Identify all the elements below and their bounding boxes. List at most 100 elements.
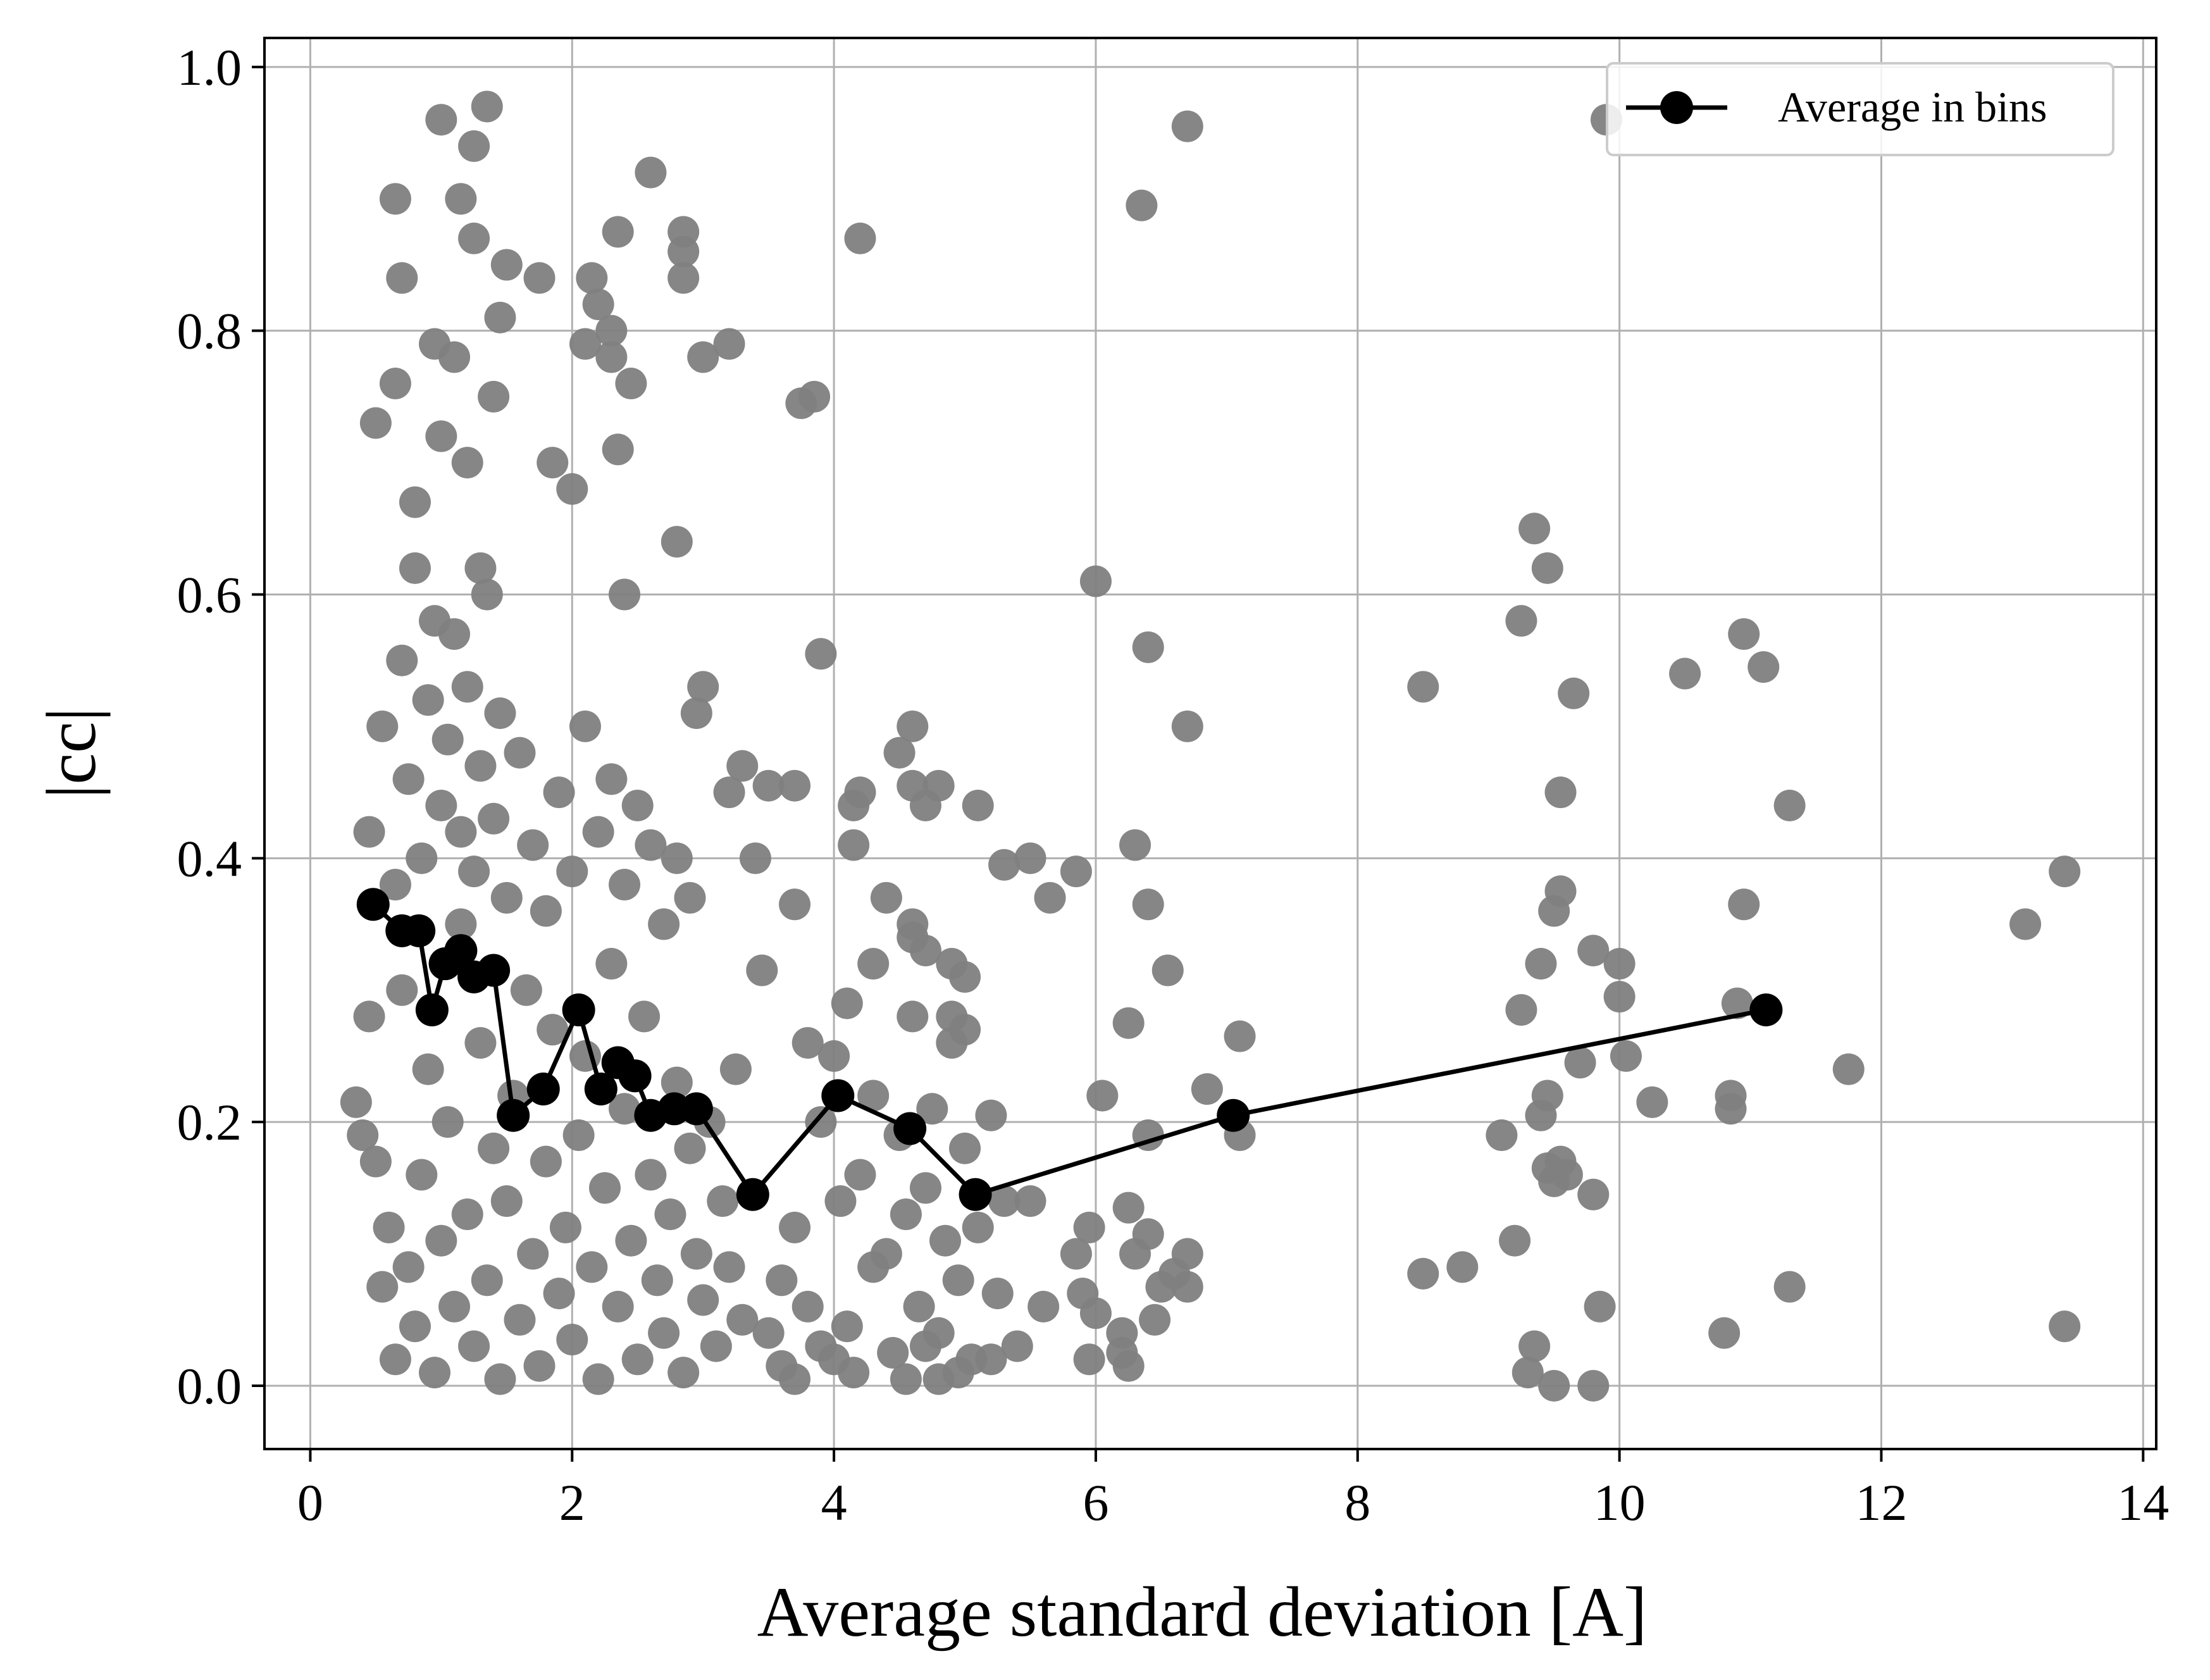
scatter-point	[379, 1343, 411, 1376]
scatter-point	[962, 789, 994, 821]
scatter-point	[1132, 888, 1164, 921]
y-tick-label: 0.8	[177, 302, 242, 360]
scatter-point	[595, 341, 628, 373]
scatter-point	[713, 328, 745, 360]
scatter-point	[353, 816, 385, 848]
scatter-point	[635, 1159, 667, 1191]
scatter-point	[962, 1211, 994, 1243]
scatter-point	[824, 1185, 857, 1217]
average-point	[821, 1079, 855, 1112]
scatter-point	[406, 842, 438, 874]
scatter-point	[746, 954, 778, 986]
scatter-point	[569, 328, 601, 360]
scatter-point	[1728, 888, 1760, 921]
scatter-point	[897, 1000, 929, 1033]
scatter-point	[418, 1357, 450, 1389]
average-point	[893, 1112, 927, 1145]
y-axis-title: |cc|	[32, 707, 111, 799]
scatter-point	[471, 90, 503, 123]
scatter-point	[687, 671, 719, 703]
scatter-point	[478, 802, 510, 835]
scatter-point	[458, 130, 490, 162]
scatter-point	[936, 1000, 968, 1033]
scatter-point	[942, 1264, 974, 1297]
scatter-point	[667, 235, 700, 268]
scatter-point	[1407, 671, 1439, 703]
scatter-point	[582, 288, 614, 320]
average-point	[415, 993, 449, 1026]
scatter-point	[831, 987, 863, 1019]
scatter-point	[451, 1198, 483, 1231]
scatter-point	[667, 262, 700, 294]
scatter-point	[399, 552, 431, 584]
scatter-point	[609, 869, 641, 900]
scatter-point	[478, 380, 510, 413]
scatter-point	[484, 697, 516, 730]
scatter-point	[1079, 1297, 1112, 1329]
scatter-point	[366, 710, 399, 742]
scatter-point	[1073, 1211, 1105, 1243]
scatter-point	[654, 1198, 686, 1231]
scatter-point	[1773, 1271, 1806, 1303]
scatter-point	[1558, 677, 1590, 709]
y-axis-ticks: 0.0 0.2 0.4 0.6 0.8 1.0	[177, 39, 264, 1415]
scatter-point	[1034, 881, 1066, 914]
scatter-point	[425, 420, 457, 452]
scatter-point	[1603, 981, 1636, 1013]
scatter-point	[609, 1093, 641, 1125]
plot-frame	[263, 37, 2157, 1450]
scatter-point	[798, 380, 831, 413]
scatter-point	[1505, 605, 1537, 637]
scatter-point	[517, 1238, 549, 1270]
scatter-point	[1139, 1304, 1171, 1336]
scatter-point	[719, 1053, 752, 1085]
scatter-point	[1001, 1330, 1033, 1362]
x-tick-label: 12	[1855, 1474, 1907, 1531]
scatter-point	[890, 1363, 922, 1395]
scatter-point	[792, 1290, 824, 1322]
scatter-point	[478, 1132, 510, 1164]
scatter-point	[1060, 856, 1092, 888]
scatter-point	[844, 776, 876, 809]
scatter-point	[1538, 1369, 1570, 1402]
x-tick-label: 4	[821, 1474, 847, 1531]
scatter-point	[386, 644, 418, 676]
scatter-point	[562, 1119, 595, 1151]
scatter-point	[916, 1093, 948, 1125]
scatter-point	[1721, 987, 1753, 1019]
scatter-point	[438, 1290, 471, 1322]
scatter-point	[464, 750, 497, 782]
scatter-point	[1014, 842, 1046, 874]
scatter-point	[379, 183, 411, 215]
scatter-point	[700, 1330, 732, 1362]
scatter-point	[458, 1330, 490, 1362]
scatter-point	[425, 789, 457, 821]
scatter-point	[445, 816, 477, 848]
scatter-point	[805, 1106, 837, 1138]
scatter-point	[576, 1251, 608, 1283]
x-tick-label: 10	[1594, 1474, 1646, 1531]
scatter-point	[1112, 1007, 1145, 1039]
average-point	[497, 1098, 530, 1132]
scatter-point	[471, 578, 503, 611]
average-point	[356, 888, 390, 921]
scatter-point	[831, 1310, 863, 1343]
scatter-point	[576, 262, 608, 294]
y-tick-label: 1.0	[177, 39, 242, 96]
x-tick-label: 0	[297, 1474, 323, 1531]
scatter-point	[523, 1350, 556, 1382]
scatter-point	[949, 961, 981, 993]
scatter-point	[621, 789, 654, 821]
scatter-point	[504, 1304, 536, 1336]
scatter-point	[726, 1304, 759, 1336]
legend-marker-swatch	[1660, 91, 1693, 124]
scatter-point	[641, 1264, 673, 1297]
scatter-point	[936, 1027, 968, 1059]
scatter-point	[602, 1290, 634, 1322]
scatter-point	[680, 697, 712, 730]
scatter-point	[975, 1099, 1007, 1131]
y-tick-label: 0.0	[177, 1357, 242, 1415]
scatter-point	[648, 908, 680, 940]
scatter-point	[602, 216, 634, 248]
scatter-point	[1610, 1040, 1642, 1072]
